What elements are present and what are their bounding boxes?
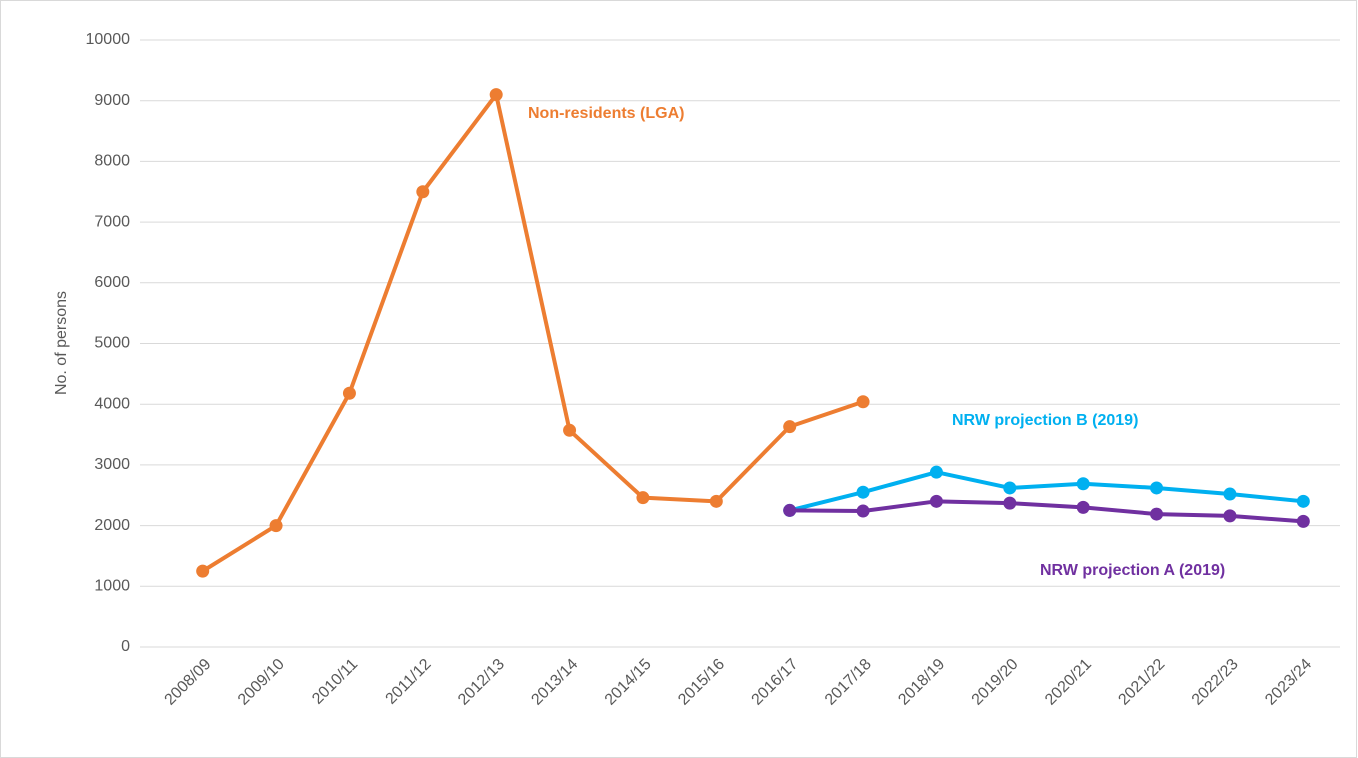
data-point [1003, 481, 1017, 495]
data-point [416, 185, 430, 199]
data-point [929, 465, 943, 479]
data-point [1223, 509, 1237, 523]
data-point [269, 519, 283, 533]
y-tick-label: 8000 [94, 153, 130, 170]
y-tick-label: 6000 [94, 274, 130, 291]
data-point [783, 420, 797, 434]
y-tick-label: 7000 [94, 213, 130, 230]
y-tick-label: 0 [121, 638, 130, 655]
series-line [201, 92, 864, 573]
series-line [789, 470, 1304, 513]
data-point [856, 485, 870, 499]
data-point [1296, 514, 1310, 528]
data-point [563, 423, 577, 437]
data-point [856, 504, 870, 518]
data-point [856, 395, 870, 409]
data-point [709, 494, 723, 508]
data-point [783, 503, 797, 517]
data-point [1223, 487, 1237, 501]
data-point [929, 494, 943, 508]
data-point [1003, 496, 1017, 510]
series-label: Non-residents (LGA) [528, 105, 684, 122]
data-point [1150, 481, 1164, 495]
y-tick-label: 5000 [94, 335, 130, 352]
y-axis-title: No. of persons [53, 291, 70, 395]
y-tick-label: 3000 [94, 456, 130, 473]
data-point [196, 564, 210, 578]
data-point [1076, 500, 1090, 514]
series-label: NRW projection B (2019) [952, 412, 1138, 429]
y-tick-label: 1000 [94, 578, 130, 595]
series-label: NRW projection A (2019) [1040, 562, 1225, 579]
data-point [1296, 494, 1310, 508]
series-line [789, 499, 1304, 524]
y-tick-label: 10000 [86, 31, 131, 48]
data-point [342, 386, 356, 400]
data-point [1150, 507, 1164, 521]
data-point [489, 88, 503, 102]
data-point [1076, 477, 1090, 491]
y-tick-label: 9000 [94, 92, 130, 109]
y-tick-label: 2000 [94, 517, 130, 534]
y-tick-label: 4000 [94, 395, 130, 412]
data-point [636, 491, 650, 505]
